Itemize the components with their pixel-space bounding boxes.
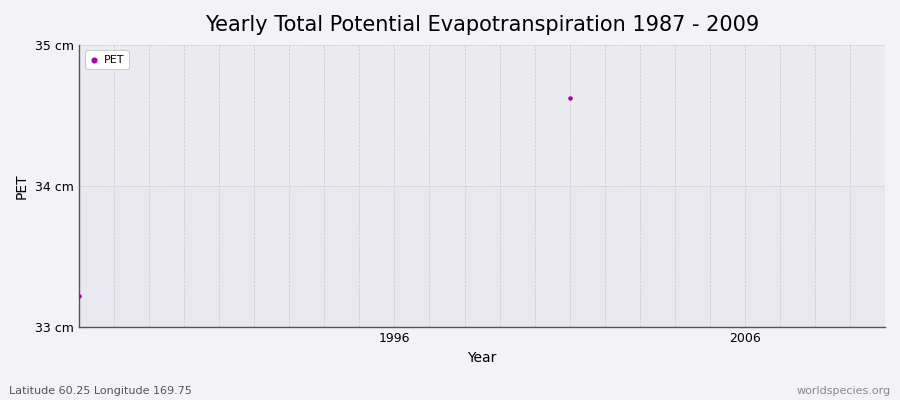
Y-axis label: PET: PET: [15, 173, 29, 199]
Legend: PET: PET: [85, 50, 129, 69]
PET: [72, 293, 86, 299]
Bar: [79, 186, 885, 327]
X-axis label: Year: Year: [467, 351, 497, 365]
Text: Latitude 60.25 Longitude 169.75: Latitude 60.25 Longitude 169.75: [9, 386, 192, 396]
PET: [562, 95, 577, 102]
Title: Yearly Total Potential Evapotranspiration 1987 - 2009: Yearly Total Potential Evapotranspiratio…: [205, 15, 760, 35]
Text: worldspecies.org: worldspecies.org: [796, 386, 891, 396]
